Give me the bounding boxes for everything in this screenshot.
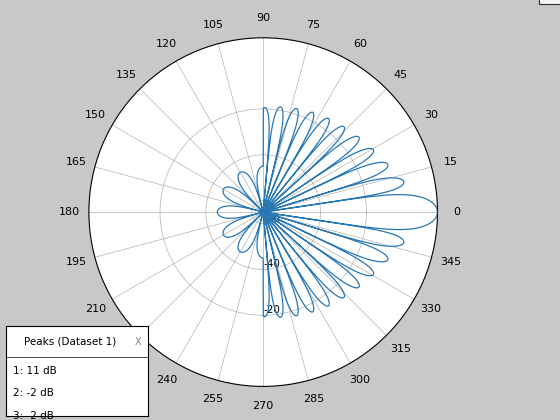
Legend: az=0°: az=0° <box>539 0 560 4</box>
Text: X: X <box>134 337 141 347</box>
Text: Peaks (Dataset 1): Peaks (Dataset 1) <box>24 337 116 347</box>
Text: 2: -2 dB: 2: -2 dB <box>13 388 54 398</box>
Text: 3: -2 dB: 3: -2 dB <box>13 411 54 420</box>
Text: 1: 11 dB: 1: 11 dB <box>13 366 57 375</box>
